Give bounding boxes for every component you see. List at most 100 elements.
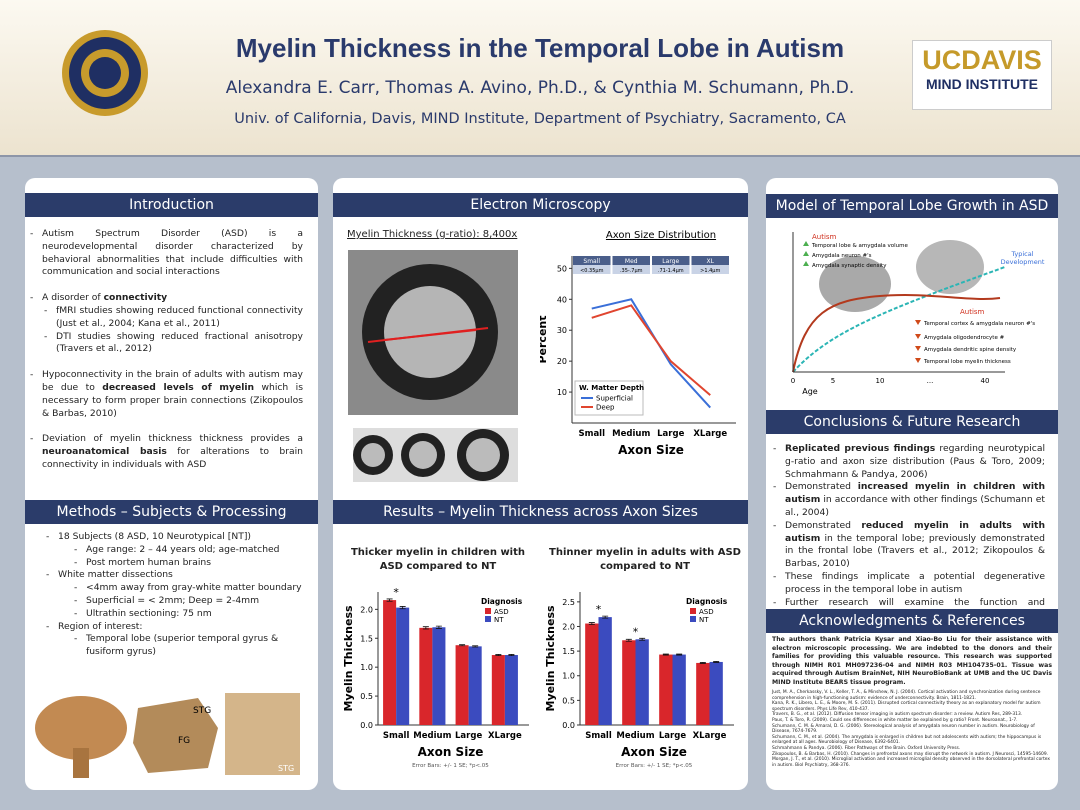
section-heading: Conclusions & Future Research [766,410,1058,434]
authors: Alexandra E. Carr, Thomas A. Avino, Ph.D… [225,78,855,98]
bar [696,662,710,725]
model-label: Temporal lobe myelin thickness [923,359,1011,365]
bold-text: reduced myelin in adults with autism [785,519,1045,544]
error-bar [495,654,502,657]
age-tick: 40 [981,377,990,385]
image-label: STG [193,706,211,716]
line [591,304,711,396]
text: DTI studies showing reduced fractional a… [56,330,303,355]
x-tick-label: Small [383,731,410,741]
bar-chart: 0.0 0.5 1.0 1.5 2.0 Small Medium Large XLarge Axo… [342,586,529,769]
image-label: STG [278,764,294,773]
table-cell [573,265,611,274]
reference: Kana, R. K., Libero, L. E., & Moore, M. … [772,701,1041,712]
text: fMRI studies showing reduced functional … [56,304,303,329]
bar [468,646,482,725]
x-tick-label: XLarge [488,731,522,741]
y-tick-label: 10 [557,388,567,397]
list-item: Post mortem human brains [74,557,304,570]
bar [598,617,612,725]
model-label: Typical Development [1000,250,1045,266]
list-item: DTI studies showing reduced fractional a… [44,331,303,357]
model-label: Temporal cortex & amygdala neuron #'s [923,321,1035,327]
error-bar [602,615,609,619]
y-axis-label: Myelin Thickness [342,605,355,712]
table-cell [612,265,650,274]
section-heading: Results – Myelin Thickness across Axon S… [333,500,748,524]
error-bar [459,644,466,647]
list-item: 18 Subjects (8 ASD, 10 Neurotypical [NT]… [46,531,304,544]
reference: Schumann, C. M. & Amaral, D. G. (2006). … [772,723,1035,735]
list-item: Demonstrated increased myelin in childre… [773,481,1045,519]
legend-label: Deep [596,404,615,412]
text: <4mm away from gray-white matter boundar… [86,582,302,594]
bar [432,627,446,725]
list-item: Hypoconnectivity in the brain of adults … [30,369,303,420]
logo-bottom: MIND INSTITUTE [926,76,1038,92]
text: These findings implicate a potential deg… [785,570,1045,595]
error-bar [625,638,632,642]
list-item: Superficial = < 2mm; Deep = 2-4mm [74,595,304,608]
text: White matter dissections [58,569,173,581]
left-column [25,178,318,790]
bar [504,655,518,725]
table-cell [691,265,729,274]
bold-text: increased myelin in children with autism [785,481,1045,506]
list-item: White matter dissections [46,569,304,582]
text: Hypoconnectivity in the brain of adults … [42,369,303,393]
legend-swatch [690,616,696,622]
bar [672,654,686,725]
line-chart: 10 20 30 40 50 Small Medium Large XLarge Axon Siz… [540,230,736,457]
list-item: Region of interest: [46,621,304,634]
text: Ultrathin sectioning: 75 nm [86,607,212,619]
table-cell [612,256,650,265]
text: Post mortem human brains [86,556,211,568]
legend-label: Superficial [596,395,633,403]
annotation: * [596,603,602,616]
bar [585,623,599,725]
em-images [348,250,518,482]
section-heading: Methods – Subjects & Processing [25,500,318,524]
title: Myelin Thickness in the Temporal Lobe in… [235,33,845,63]
text: Temporal lobe (superior temporal gyrus &… [86,633,279,658]
error-bar [399,606,406,610]
y-tick-label: 50 [557,264,567,273]
table-header: Med [625,258,638,265]
text: in accordance with other findings (Schum… [785,494,1045,518]
bar [622,640,636,725]
image-label: FG [178,736,190,746]
y-tick-label: 0.5 [360,692,373,701]
em-caption: Myelin Thickness (g-ratio): 8,400x [347,229,518,240]
table-header: XL [707,258,715,265]
list-item: Deviation of myelin thickness thickness … [30,433,303,471]
y-tick-label: 2.0 [562,622,575,631]
reference: Schmahmann & Pandya. (2006). Fiber Pathw… [772,745,961,751]
list-item: fMRI studies showing reduced functional … [44,305,303,331]
reference: Just, M. A., Cherkassky, V. L., Keller, … [772,690,1041,701]
error-bar [386,598,393,602]
table-value: .35-.7μm [620,268,643,274]
y-tick-label: 0.0 [562,721,575,730]
table-header: Large [662,258,679,265]
y-tick-label: 40 [557,295,567,304]
legend-label: ASD [699,608,714,616]
conclusions-list: Replicated previous findings regarding n… [773,443,1045,622]
list-item: These findings implicate a potential deg… [773,571,1045,597]
bar [419,627,433,725]
table-cell [691,256,729,265]
text: Demonstrated [785,519,862,531]
x-tick-label: Large [455,731,482,741]
legend-swatch [485,608,491,614]
x-tick-label: Medium [413,731,451,741]
bar [635,639,649,725]
x-tick-label: Medium [612,429,650,439]
x-axis-label: Axon Size [418,745,484,759]
error-bar [699,662,706,664]
reference: Paus, T. & Toro, R. (2009). Could sex di… [772,717,1018,723]
brain-images: STG FG STG [35,693,300,778]
reference: Zikopoulos, B. & Barbas, H. (2010). Chan… [772,751,1049,757]
bold-text: connectivity [103,292,168,304]
text: in the temporal lobe; previously demonst… [785,532,1045,570]
text: Region of interest: [58,620,143,632]
